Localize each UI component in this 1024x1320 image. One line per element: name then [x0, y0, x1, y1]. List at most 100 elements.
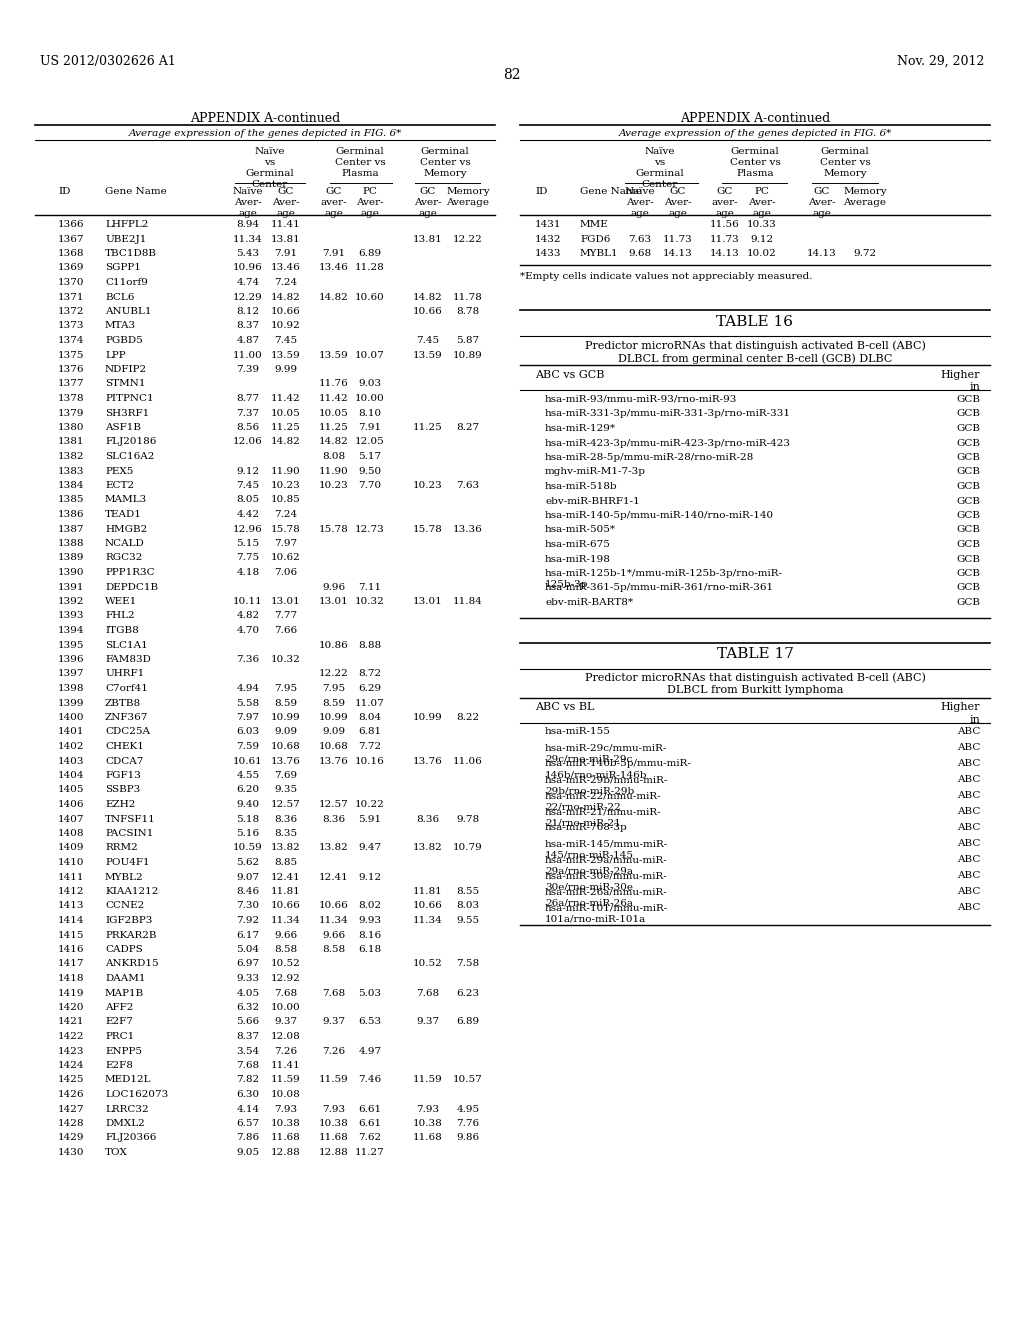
Text: 13.01: 13.01: [413, 597, 442, 606]
Text: 4.95: 4.95: [457, 1105, 479, 1114]
Text: 12.88: 12.88: [271, 1148, 301, 1158]
Text: 6.53: 6.53: [358, 1018, 382, 1027]
Text: 8.46: 8.46: [237, 887, 259, 896]
Text: hsa-miR-140-5p/mmu-miR-140/rno-miR-140: hsa-miR-140-5p/mmu-miR-140/rno-miR-140: [545, 511, 774, 520]
Text: 1405: 1405: [58, 785, 85, 795]
Text: 6.81: 6.81: [358, 727, 382, 737]
Text: Naïve
Aver-
age: Naïve Aver- age: [232, 187, 263, 218]
Text: 7.66: 7.66: [274, 626, 298, 635]
Text: MME: MME: [580, 220, 608, 228]
Text: 6.03: 6.03: [237, 727, 259, 737]
Text: 8.77: 8.77: [237, 393, 259, 403]
Text: hsa-miR-29b/mmu-miR-
29b/rno-miR-29b: hsa-miR-29b/mmu-miR- 29b/rno-miR-29b: [545, 776, 669, 796]
Text: 8.72: 8.72: [358, 669, 382, 678]
Text: 11.25: 11.25: [413, 422, 442, 432]
Text: 1407: 1407: [58, 814, 85, 824]
Text: 13.59: 13.59: [271, 351, 301, 359]
Text: 1390: 1390: [58, 568, 85, 577]
Text: ECT2: ECT2: [105, 480, 134, 490]
Text: 10.23: 10.23: [319, 480, 349, 490]
Text: 7.68: 7.68: [417, 989, 439, 998]
Text: 9.96: 9.96: [323, 582, 345, 591]
Text: 7.68: 7.68: [323, 989, 345, 998]
Text: 7.68: 7.68: [274, 989, 298, 998]
Text: CADPS: CADPS: [105, 945, 142, 954]
Text: 82: 82: [503, 69, 521, 82]
Text: 1370: 1370: [58, 279, 85, 286]
Text: ZBTB8: ZBTB8: [105, 698, 141, 708]
Text: 12.41: 12.41: [319, 873, 349, 882]
Text: 7.45: 7.45: [417, 337, 439, 345]
Text: 9.47: 9.47: [358, 843, 382, 853]
Text: hsa-miR-129*: hsa-miR-129*: [545, 424, 616, 433]
Text: 6.61: 6.61: [358, 1119, 382, 1129]
Text: GCB: GCB: [956, 540, 980, 549]
Text: 5.04: 5.04: [237, 945, 259, 954]
Text: GCB: GCB: [956, 453, 980, 462]
Text: 9.03: 9.03: [358, 380, 382, 388]
Text: PC
Aver-
age: PC Aver- age: [356, 187, 384, 218]
Text: AFF2: AFF2: [105, 1003, 133, 1012]
Text: 10.08: 10.08: [271, 1090, 301, 1100]
Text: 7.72: 7.72: [358, 742, 382, 751]
Text: 1395: 1395: [58, 640, 85, 649]
Text: 4.05: 4.05: [237, 989, 259, 998]
Text: GCB: GCB: [956, 395, 980, 404]
Text: 10.02: 10.02: [748, 249, 777, 257]
Text: 11.59: 11.59: [271, 1076, 301, 1085]
Text: 7.26: 7.26: [274, 1047, 298, 1056]
Text: 1422: 1422: [58, 1032, 85, 1041]
Text: hsa-miR-768-3p: hsa-miR-768-3p: [545, 824, 628, 833]
Text: 10.92: 10.92: [271, 322, 301, 330]
Text: 7.63: 7.63: [457, 480, 479, 490]
Text: 8.16: 8.16: [358, 931, 382, 940]
Text: Predictor microRNAs that distinguish activated B-cell (ABC)
DLBCL from germinal : Predictor microRNAs that distinguish act…: [585, 341, 926, 364]
Text: 10.66: 10.66: [413, 902, 442, 911]
Text: 1373: 1373: [58, 322, 85, 330]
Text: 12.29: 12.29: [233, 293, 263, 301]
Text: CDCA7: CDCA7: [105, 756, 143, 766]
Text: 10.32: 10.32: [355, 597, 385, 606]
Text: 9.05: 9.05: [237, 1148, 259, 1158]
Text: Naïve
vs
Germinal
Center: Naïve vs Germinal Center: [246, 147, 294, 189]
Text: GCB: GCB: [956, 598, 980, 607]
Text: 11.06: 11.06: [454, 756, 483, 766]
Text: 9.68: 9.68: [629, 249, 651, 257]
Text: 1401: 1401: [58, 727, 85, 737]
Text: 6.32: 6.32: [237, 1003, 259, 1012]
Text: hsa-miR-101/mmu-miR-
101a/rno-miR-101a: hsa-miR-101/mmu-miR- 101a/rno-miR-101a: [545, 903, 669, 924]
Text: TABLE 17: TABLE 17: [717, 648, 794, 661]
Text: hsa-miR-29a/mmu-miR-
29a/rno-miR-29a: hsa-miR-29a/mmu-miR- 29a/rno-miR-29a: [545, 855, 668, 875]
Text: hsa-miR-21/mmu-miR-
21/rno-miR-21: hsa-miR-21/mmu-miR- 21/rno-miR-21: [545, 808, 662, 828]
Text: 5.15: 5.15: [237, 539, 259, 548]
Text: PPP1R3C: PPP1R3C: [105, 568, 155, 577]
Text: 14.82: 14.82: [319, 293, 349, 301]
Text: 1393: 1393: [58, 611, 85, 620]
Text: 14.82: 14.82: [319, 437, 349, 446]
Text: 8.04: 8.04: [358, 713, 382, 722]
Text: PRKAR2B: PRKAR2B: [105, 931, 157, 940]
Text: 7.76: 7.76: [457, 1119, 479, 1129]
Text: GC
Aver-
age: GC Aver- age: [414, 187, 441, 218]
Text: 9.33: 9.33: [237, 974, 259, 983]
Text: 11.84: 11.84: [454, 597, 483, 606]
Text: hsa-miR-26a/mmu-miR-
26a/rno-miR-26a: hsa-miR-26a/mmu-miR- 26a/rno-miR-26a: [545, 887, 668, 908]
Text: 11.90: 11.90: [271, 466, 301, 475]
Text: 1398: 1398: [58, 684, 85, 693]
Text: ABC vs GCB: ABC vs GCB: [535, 370, 604, 380]
Text: DEPDC1B: DEPDC1B: [105, 582, 158, 591]
Text: hsa-miR-125b-1*/mmu-miR-125b-3p/rno-miR-
125b-3p: hsa-miR-125b-1*/mmu-miR-125b-3p/rno-miR-…: [545, 569, 783, 589]
Text: 1425: 1425: [58, 1076, 85, 1085]
Text: hsa-miR-145/mmu-miR-
145/rno-miR-145: hsa-miR-145/mmu-miR- 145/rno-miR-145: [545, 840, 669, 859]
Text: 13.76: 13.76: [271, 756, 301, 766]
Text: hsa-miR-93/mmu-miR-93/rno-miR-93: hsa-miR-93/mmu-miR-93/rno-miR-93: [545, 395, 737, 404]
Text: 9.55: 9.55: [457, 916, 479, 925]
Text: 1378: 1378: [58, 393, 85, 403]
Text: Memory
Average: Memory Average: [843, 187, 887, 207]
Text: 1368: 1368: [58, 249, 85, 257]
Text: 9.40: 9.40: [237, 800, 259, 809]
Text: 12.08: 12.08: [271, 1032, 301, 1041]
Text: 11.76: 11.76: [319, 380, 349, 388]
Text: 8.02: 8.02: [358, 902, 382, 911]
Text: 1392: 1392: [58, 597, 85, 606]
